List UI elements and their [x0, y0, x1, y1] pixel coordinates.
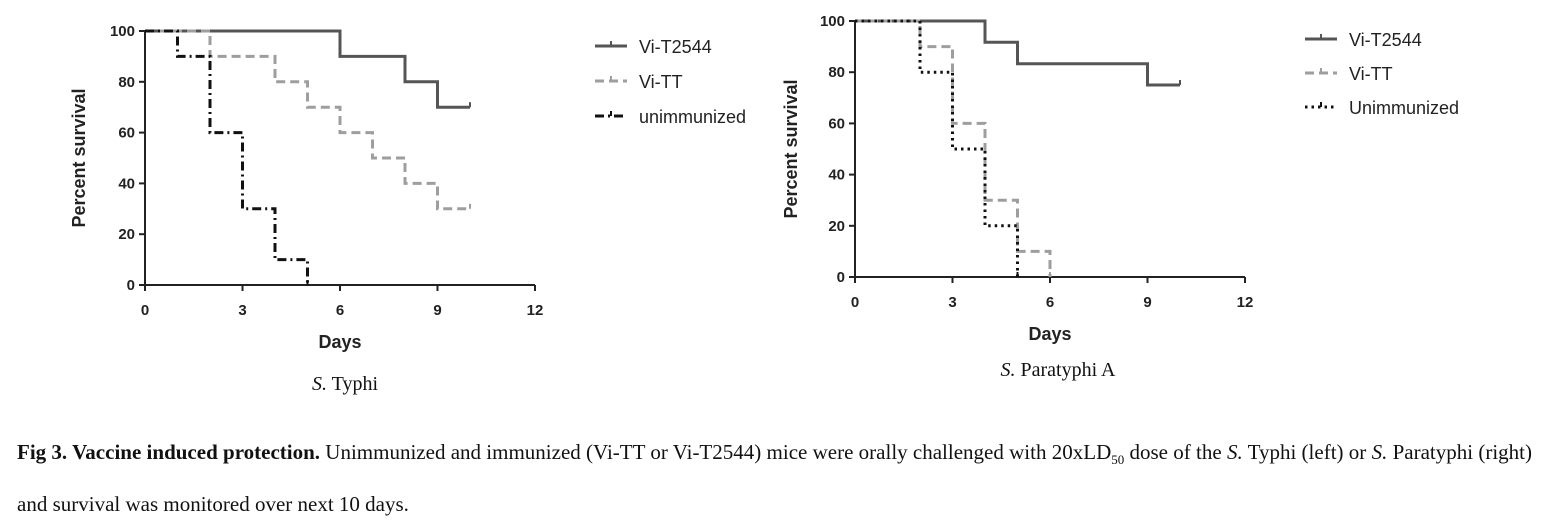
- x-tick-label: 9: [1143, 294, 1151, 311]
- chart-subtitle-italic: S.: [1001, 359, 1016, 381]
- caption-text-2: dose of the: [1124, 440, 1227, 464]
- x-tick-label: 0: [851, 294, 859, 311]
- caption-subscript: 50: [1111, 452, 1125, 468]
- y-tick-label: 20: [828, 218, 845, 235]
- caption-italic-1: S.: [1226, 440, 1243, 464]
- x-tick-label: 6: [336, 302, 344, 319]
- x-tick-label: 0: [141, 302, 149, 319]
- y-axis-label: Percent survival: [781, 79, 801, 218]
- caption-text-1: Unimmunized and immunized (Vi-TT or Vi-T…: [320, 440, 1112, 464]
- series-line-3: [145, 29, 309, 285]
- series-line-1: [145, 29, 470, 109]
- x-axis-label: Days: [1028, 324, 1071, 344]
- chart-subtitle-italic: S.: [312, 373, 327, 395]
- y-tick-label: 20: [118, 226, 135, 243]
- y-tick-label: 100: [820, 13, 845, 30]
- chart-subtitle: S. Typhi: [312, 373, 378, 395]
- legend-label: Unimmunized: [1349, 98, 1459, 118]
- chart-subtitle: S. Paratyphi A: [1001, 359, 1117, 381]
- figure-caption: Fig 3. Vaccine induced protection. Unimm…: [17, 430, 1532, 526]
- y-tick-label: 0: [127, 277, 135, 294]
- chart-subtitle-rest: Typhi: [327, 373, 378, 395]
- x-tick-label: 3: [238, 302, 246, 319]
- y-tick-label: 40: [118, 175, 135, 192]
- chart-2: 0 20 40 60 80 100 0 3 6 9 12 Days Percent survival Vi…: [781, 13, 1459, 381]
- series-line-2: [855, 19, 1052, 277]
- series-line-1: [855, 19, 1180, 87]
- caption-text-4: Paratyphi (right) and survival was monit…: [17, 440, 1532, 517]
- y-tick-label: 80: [118, 74, 135, 91]
- series-line-3: [855, 19, 1019, 277]
- y-tick-label: 40: [828, 167, 845, 184]
- y-tick-label: 0: [837, 269, 845, 286]
- x-tick-label: 6: [1046, 294, 1054, 311]
- chart-1: 0 20 40 60 80 100 0 3 6 9 12 Days Percent survival Vi…: [69, 23, 746, 395]
- legend-label: Vi-TT: [639, 72, 683, 92]
- legend-label: Vi-T2544: [1349, 30, 1422, 50]
- caption-label: Fig 3. Vaccine induced protection.: [17, 440, 321, 464]
- caption-italic-2: S.: [1371, 440, 1388, 464]
- y-axis-label: Percent survival: [69, 88, 89, 227]
- legend-label: Vi-T2544: [639, 37, 712, 57]
- legend-label: Vi-TT: [1349, 64, 1393, 84]
- caption-text-3: Typhi (left) or: [1242, 440, 1372, 464]
- x-tick-label: 12: [1237, 294, 1254, 311]
- y-tick-label: 60: [118, 125, 135, 142]
- legend-label: unimmunized: [639, 107, 746, 127]
- y-tick-label: 80: [828, 64, 845, 81]
- y-tick-label: 60: [828, 115, 845, 132]
- y-tick-label: 100: [110, 23, 135, 40]
- x-tick-label: 12: [527, 302, 544, 319]
- x-tick-label: 3: [948, 294, 956, 311]
- x-tick-label: 9: [433, 302, 441, 319]
- series-line-2: [145, 29, 470, 211]
- chart-subtitle-rest: Paratyphi A: [1016, 359, 1117, 381]
- x-axis-label: Days: [318, 332, 361, 352]
